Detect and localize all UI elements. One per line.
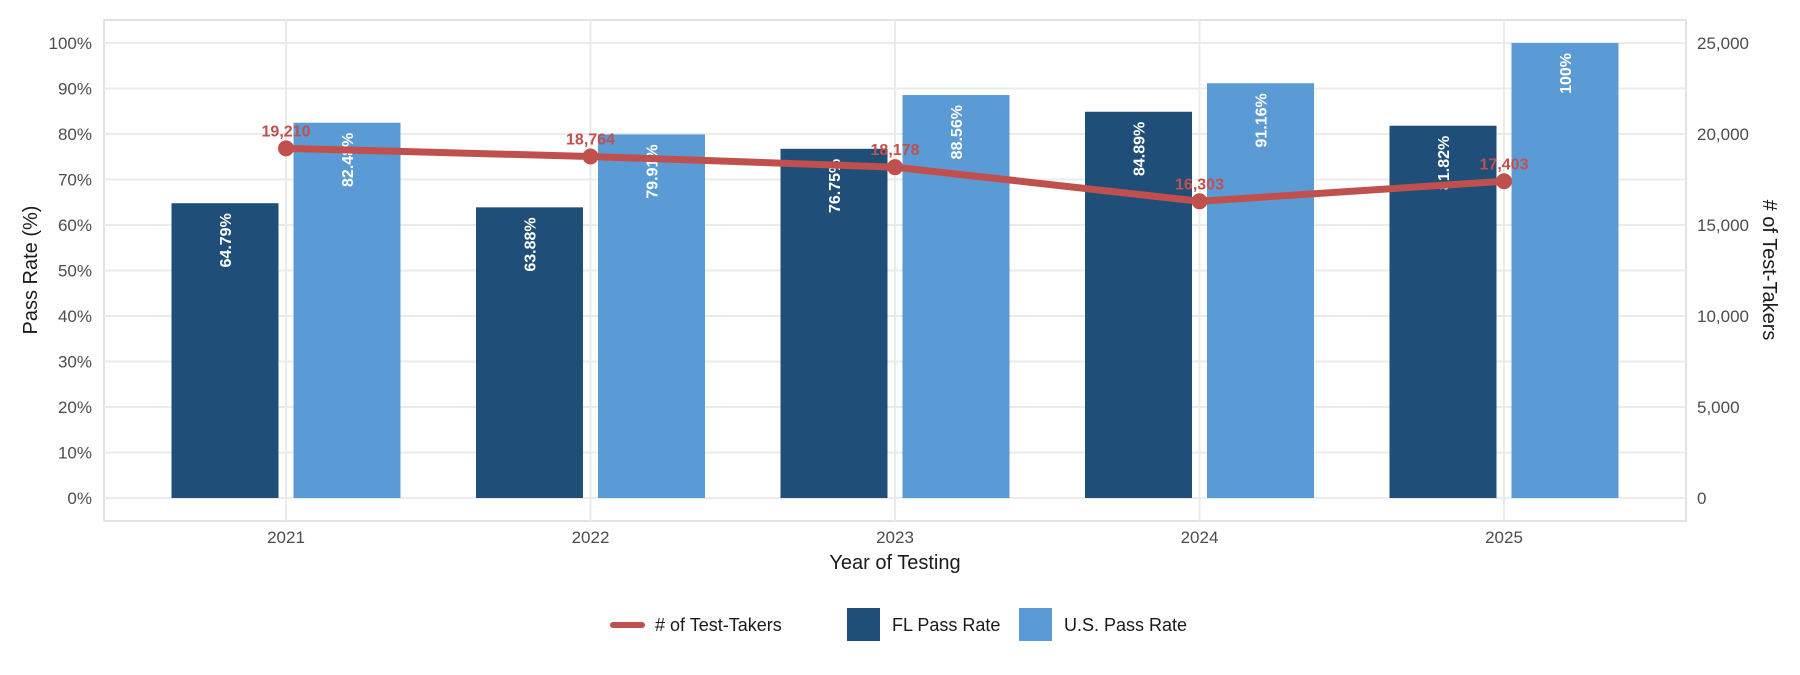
y-tick-label: 10% — [58, 444, 92, 463]
us-bar-value-label: 91.16% — [1254, 93, 1271, 147]
test-takers-value-label: 17,403 — [1480, 156, 1529, 173]
fl-bar-value-label: 64.79% — [218, 213, 235, 267]
us-bar-value-label: 100% — [1558, 53, 1575, 94]
left-axis-ticks: 0% 10% 20% 30% 40% 50% 60% 70% 80% 90% 100% — [49, 34, 92, 508]
y-tick-label: 100% — [49, 34, 92, 53]
fl-pass-rate-bar — [171, 203, 279, 498]
legend-swatch-us — [1019, 608, 1052, 641]
y-tick-label: 80% — [58, 125, 92, 144]
test-takers-point — [278, 140, 294, 157]
legend-label-test-takers: # of Test-Takers — [655, 615, 782, 635]
fl-bar-value-label: 76.75% — [827, 159, 844, 213]
test-takers-line: 19,210 18,764 18,178 16,303 17,403 — [262, 123, 1529, 210]
y-tick-label: 40% — [58, 307, 92, 326]
fl-bar-value-label: 81.82% — [1436, 136, 1453, 190]
y-tick-label: 70% — [58, 171, 92, 190]
x-tick-label: 2023 — [876, 528, 914, 547]
y-tick-label: 30% — [58, 353, 92, 372]
us-pass-rate-bar — [1207, 83, 1314, 499]
x-axis-title: Year of Testing — [829, 552, 960, 574]
us-pass-rate-bar — [1511, 43, 1619, 498]
test-takers-value-label: 19,210 — [262, 123, 311, 140]
us-pass-rate-bar — [598, 134, 705, 499]
y2-tick-label: 0 — [1697, 489, 1706, 508]
x-tick-label: 2022 — [572, 528, 610, 547]
y2-axis-title: # of Test-Takers — [1758, 200, 1780, 341]
us-bar-value-label: 88.56% — [949, 105, 966, 159]
test-takers-point — [887, 159, 903, 176]
us-bar-value-label: 82.48% — [340, 133, 357, 187]
y-tick-label: 0% — [67, 489, 92, 508]
right-axis-ticks: 0 5,000 10,000 15,000 20,000 25,000 — [1697, 34, 1749, 508]
fl-bar-value-label: 84.89% — [1132, 122, 1149, 176]
y2-tick-label: 15,000 — [1697, 216, 1749, 235]
x-axis-ticks: 2021 2022 2023 2024 2025 — [267, 528, 1523, 547]
y-tick-label: 50% — [58, 262, 92, 281]
us-pass-rate-bar — [902, 95, 1010, 498]
bars: 64.79% 63.88% 76.75% 84.89% 81.82% 82.48% 79.9… — [171, 43, 1619, 499]
x-tick-label: 2021 — [267, 528, 305, 547]
y2-tick-label: 10,000 — [1697, 307, 1749, 326]
x-tick-label: 2024 — [1181, 528, 1219, 547]
us-pass-rate-bar — [293, 122, 401, 498]
x-tick-label: 2025 — [1485, 528, 1523, 547]
y2-tick-label: 25,000 — [1697, 34, 1749, 53]
fl-bar-value-label: 63.88% — [523, 217, 540, 271]
y-axis-title: Pass Rate (%) — [20, 206, 42, 335]
test-takers-value-label: 18,764 — [566, 131, 615, 148]
test-takers-point — [582, 148, 599, 165]
y2-tick-label: 20,000 — [1697, 125, 1749, 144]
test-takers-point — [1191, 193, 1208, 210]
legend-swatch-fl — [847, 608, 880, 641]
test-takers-value-label: 16,303 — [1175, 176, 1224, 193]
y-tick-label: 60% — [58, 216, 92, 235]
legend-label-fl-pass-rate: FL Pass Rate — [892, 615, 1000, 635]
legend-label-us-pass-rate: U.S. Pass Rate — [1064, 615, 1187, 635]
legend: # of Test-Takers FL Pass Rate U.S. Pass … — [610, 608, 1187, 641]
y2-tick-label: 5,000 — [1697, 398, 1740, 417]
us-bar-value-label: 79.91% — [645, 144, 662, 198]
test-takers-value-label: 18,178 — [871, 142, 920, 159]
y-tick-label: 90% — [58, 80, 92, 99]
fl-pass-rate-bar — [1085, 111, 1192, 499]
fl-pass-rate-bar — [780, 148, 888, 498]
fl-pass-rate-bar — [476, 207, 583, 498]
test-takers-point — [1496, 173, 1512, 190]
y-tick-label: 20% — [58, 398, 92, 417]
